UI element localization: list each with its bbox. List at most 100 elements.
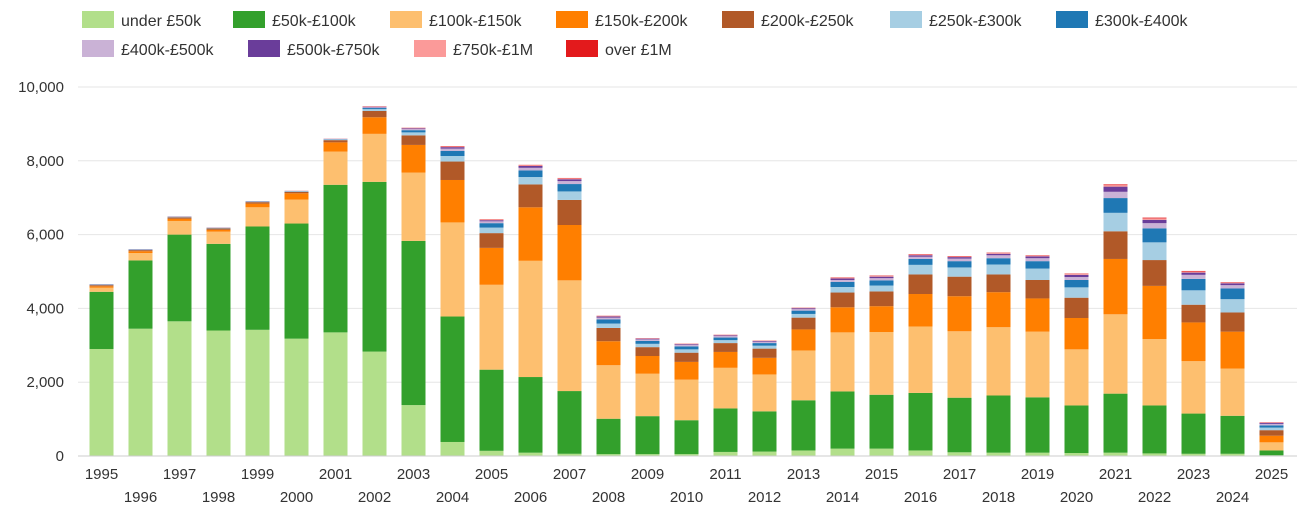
bar-segment[interactable] [323,151,348,185]
bar-segment[interactable] [1181,304,1206,323]
bar-segment[interactable] [323,139,348,141]
bar-segment[interactable] [440,148,465,151]
bar-segment[interactable] [713,351,738,368]
bar-segment[interactable] [1259,427,1284,431]
bar-segment[interactable] [440,150,465,157]
bar-segment[interactable] [479,220,504,222]
bar-segment[interactable] [986,253,1011,256]
bar-segment[interactable] [1025,279,1050,299]
bar-segment[interactable] [1064,453,1089,456]
bar-segment[interactable] [1220,288,1245,300]
legend-item[interactable]: £300k-£400k [1056,11,1189,30]
bar-segment[interactable] [830,307,855,333]
bar-segment[interactable] [830,448,855,456]
bar-segment[interactable] [440,146,465,148]
bar-segment[interactable] [986,292,1011,328]
bar-segment[interactable] [362,106,387,108]
bar-segment[interactable] [89,287,114,292]
bar-segment[interactable] [791,350,816,401]
bar-segment[interactable] [1025,268,1050,280]
bar-segment[interactable] [1064,277,1089,280]
bar-segment[interactable] [206,229,231,232]
bar-segment[interactable] [635,454,660,456]
bar-segment[interactable] [245,226,270,330]
bar-segment[interactable] [206,228,231,230]
bar-segment[interactable] [1064,297,1089,318]
bar-segment[interactable] [1025,397,1050,453]
bar-segment[interactable] [752,343,777,346]
bar-segment[interactable] [1259,450,1284,456]
bar-segment[interactable] [557,179,582,182]
bar-segment[interactable] [518,377,543,453]
bar-segment[interactable] [1259,422,1284,423]
legend-item[interactable]: £50k-£100k [233,11,357,30]
bar-segment[interactable] [947,261,972,268]
bar-segment[interactable] [401,132,426,136]
bar-segment[interactable] [947,452,972,456]
bar-segment[interactable] [284,199,309,224]
bar-segment[interactable] [1103,452,1128,456]
bar-segment[interactable] [557,391,582,454]
bar-segment[interactable] [1220,368,1245,416]
bar-segment[interactable] [752,341,777,342]
bar-segment[interactable] [1064,274,1089,278]
bar-segment[interactable] [869,278,894,281]
bar-segment[interactable] [1220,415,1245,454]
bar-segment[interactable] [1259,423,1284,426]
bar-segment[interactable] [635,340,660,344]
bar-segment[interactable] [518,452,543,456]
bar-segment[interactable] [908,326,933,393]
bar-segment[interactable] [791,310,816,314]
bar-segment[interactable] [713,335,738,337]
bar-segment[interactable] [791,317,816,330]
bar-segment[interactable] [1220,453,1245,456]
bar-stack[interactable] [908,254,933,456]
bar-segment[interactable] [674,454,699,456]
bar-segment[interactable] [713,343,738,352]
bar-segment[interactable] [1142,218,1167,220]
bar-segment[interactable] [596,365,621,419]
bar-segment[interactable] [557,178,582,180]
bar-segment[interactable] [284,223,309,339]
bar-segment[interactable] [1181,278,1206,291]
bar-segment[interactable] [1220,299,1245,313]
bar-segment[interactable] [1259,422,1284,424]
bar-segment[interactable] [869,276,894,279]
bar-stack[interactable] [869,275,894,456]
bar-segment[interactable] [557,280,582,392]
bar-segment[interactable] [869,280,894,286]
bar-segment[interactable] [713,340,738,344]
bar-stack[interactable] [752,340,777,456]
bar-segment[interactable] [1181,413,1206,454]
bar-segment[interactable] [1142,223,1167,229]
bar-segment[interactable] [206,330,231,456]
bar-segment[interactable] [557,453,582,456]
bar-segment[interactable] [635,343,660,348]
bar-segment[interactable] [674,352,699,362]
bar-segment[interactable] [479,221,504,224]
bar-segment[interactable] [869,306,894,333]
bar-segment[interactable] [947,256,972,258]
bar-segment[interactable] [167,220,192,235]
bar-segment[interactable] [323,140,348,143]
bar-segment[interactable] [1220,331,1245,369]
bar-segment[interactable] [518,165,543,168]
bar-stack[interactable] [1259,422,1284,456]
bar-segment[interactable] [1025,298,1050,332]
bar-stack[interactable] [362,106,387,456]
bar-stack[interactable] [1025,255,1050,456]
bar-segment[interactable] [791,309,816,311]
bar-segment[interactable] [89,285,114,287]
bar-segment[interactable] [908,255,933,257]
bar-segment[interactable] [791,400,816,451]
bar-segment[interactable] [479,369,504,451]
bar-stack[interactable] [518,164,543,456]
bar-segment[interactable] [557,181,582,185]
bar-stack[interactable] [1064,273,1089,456]
bar-segment[interactable] [1025,258,1050,262]
bar-segment[interactable] [674,346,699,350]
bar-segment[interactable] [1103,393,1128,453]
bar-segment[interactable] [869,448,894,456]
bar-segment[interactable] [1220,312,1245,332]
bar-segment[interactable] [1103,191,1128,199]
